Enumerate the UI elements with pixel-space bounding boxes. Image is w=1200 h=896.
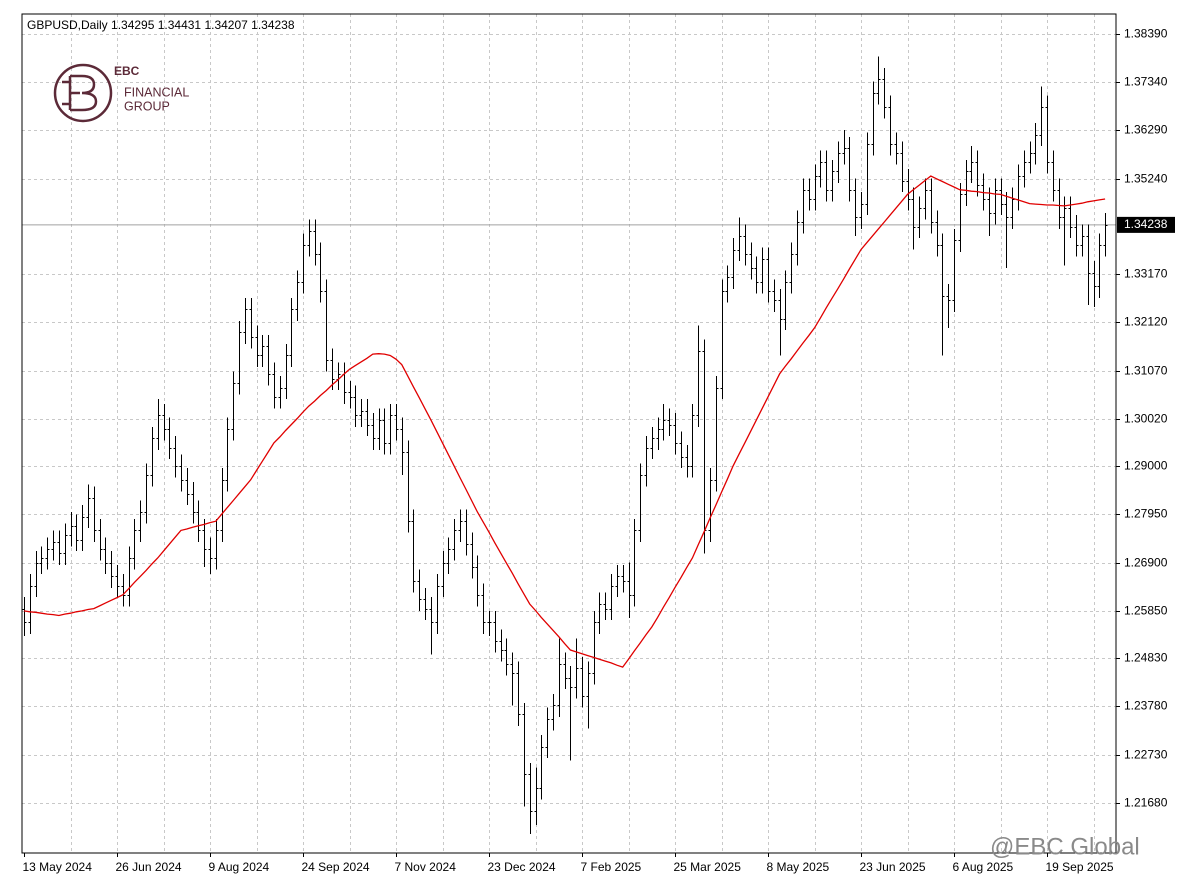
y-tick-label: 1.27950	[1124, 507, 1168, 521]
plot-area	[22, 14, 1116, 853]
x-tick-label: 13 May 2024	[23, 860, 93, 874]
y-tick-label: 1.35240	[1124, 172, 1168, 186]
plot-border	[21, 13, 1117, 854]
last-price-label: 1.34238	[1124, 217, 1168, 231]
x-tick-label: 23 Jun 2025	[860, 860, 926, 874]
y-tick-label: 1.23780	[1124, 699, 1168, 713]
y-tick-label: 1.26900	[1124, 556, 1168, 570]
y-tick-label: 1.37340	[1124, 75, 1168, 89]
y-tick-label: 1.38390	[1124, 27, 1168, 41]
x-tick-label: 19 Sep 2025	[1046, 860, 1114, 874]
last-price-box	[1117, 216, 1175, 233]
y-tick-label: 1.36290	[1124, 123, 1168, 137]
x-tick-label: 23 Dec 2024	[488, 860, 556, 874]
x-tick-label: 6 Aug 2025	[953, 860, 1014, 874]
y-tick-label: 1.25850	[1124, 604, 1168, 618]
logo-line1: FINANCIAL	[124, 85, 189, 99]
y-tick-label: 1.30020	[1124, 412, 1168, 426]
logo-mark: EBC	[114, 64, 140, 78]
y-tick-label: 1.33170	[1124, 267, 1168, 281]
watermark: @EBC Global	[990, 833, 1140, 860]
y-tick-label: 1.29000	[1124, 459, 1168, 473]
x-tick-label: 9 Aug 2024	[209, 860, 270, 874]
x-tick-label: 7 Nov 2024	[395, 860, 457, 874]
y-tick-label: 1.32120	[1124, 315, 1168, 329]
x-tick-label: 24 Sep 2024	[302, 860, 370, 874]
logo-ring	[53, 63, 113, 123]
logo-line2: GROUP	[124, 99, 170, 113]
x-tick-label: 26 Jun 2024	[116, 860, 182, 874]
logo: EBC FINANCIAL GROUP	[53, 63, 189, 123]
y-tick-label: 1.22730	[1124, 748, 1168, 762]
logo-glyph	[62, 74, 98, 112]
x-tick-label: 7 Feb 2025	[581, 860, 642, 874]
x-tick-label: 8 May 2025	[767, 860, 830, 874]
moving-average	[23, 175, 1106, 668]
x-tick-label: 25 Mar 2025	[674, 860, 742, 874]
y-tick-label: 1.31070	[1124, 364, 1168, 378]
y-tick-label: 1.24830	[1124, 651, 1168, 665]
y-tick-label: 1.21680	[1124, 796, 1168, 810]
chart-title: GBPUSD,Daily 1.34295 1.34431 1.34207 1.3…	[27, 18, 295, 32]
